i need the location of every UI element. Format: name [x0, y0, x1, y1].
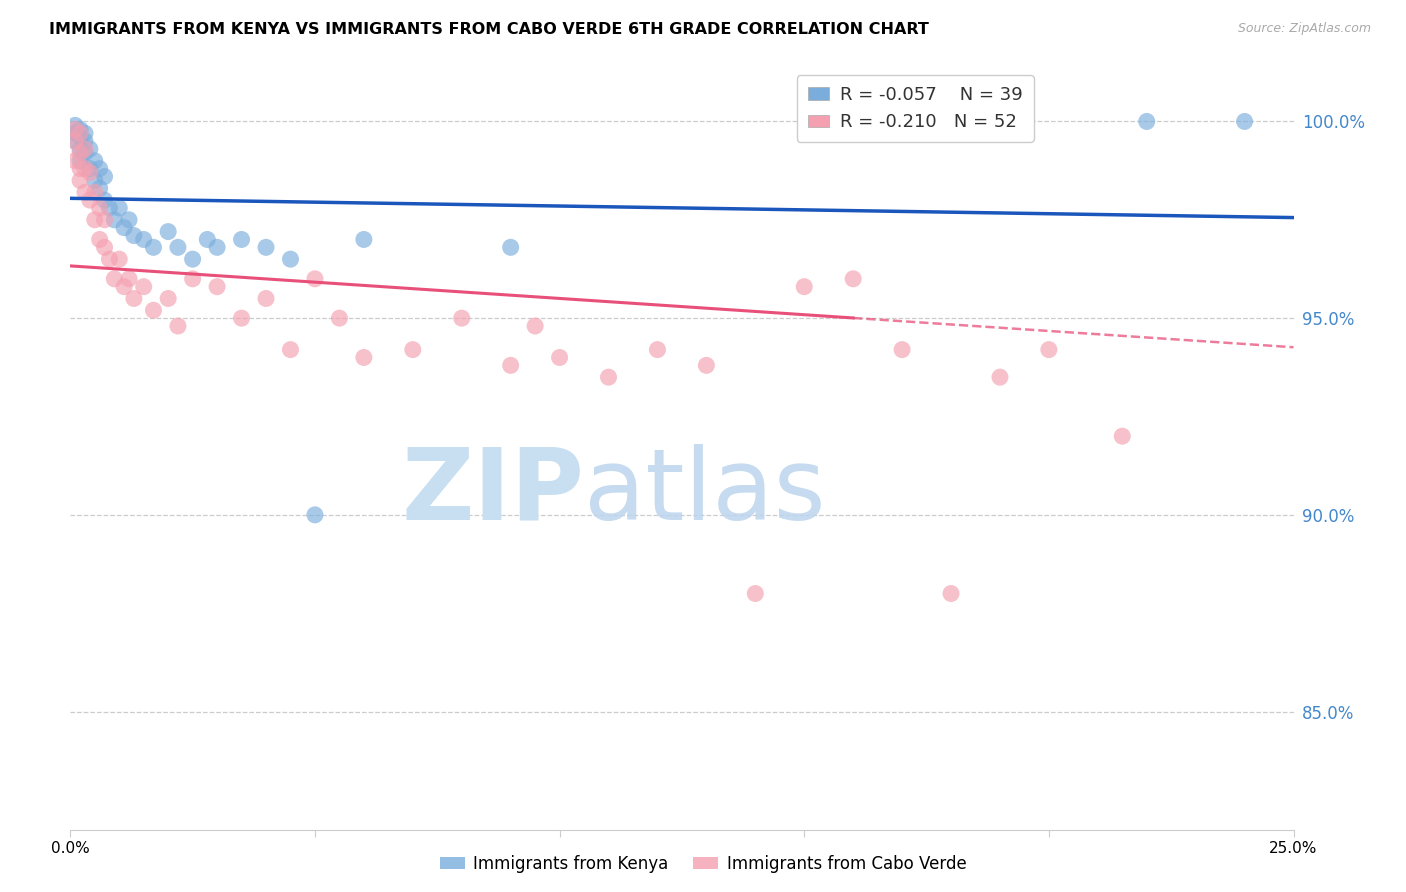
Text: ZIP: ZIP: [401, 443, 583, 541]
Point: [450, 311, 472, 326]
Point: [73, 134, 96, 148]
Point: [79, 142, 101, 156]
Point: [353, 351, 375, 365]
Point: [89, 232, 111, 246]
Point: [254, 292, 277, 306]
Point: [73, 161, 96, 176]
Point: [79, 193, 101, 207]
Point: [63, 153, 86, 168]
Point: [167, 318, 190, 333]
Legend: R = -0.057    N = 39, R = -0.210   N = 52: R = -0.057 N = 39, R = -0.210 N = 52: [797, 75, 1033, 142]
Point: [304, 508, 326, 522]
Point: [1233, 114, 1256, 128]
Point: [69, 142, 91, 156]
Point: [499, 359, 522, 373]
Point: [1111, 429, 1133, 443]
Point: [93, 240, 115, 254]
Point: [548, 351, 571, 365]
Point: [157, 292, 180, 306]
Point: [122, 292, 145, 306]
Point: [280, 343, 302, 357]
Point: [231, 232, 253, 246]
Point: [195, 232, 218, 246]
Point: [63, 134, 86, 148]
Point: [695, 359, 717, 373]
Point: [83, 212, 105, 227]
Point: [112, 279, 135, 293]
Point: [69, 153, 91, 168]
Point: [112, 220, 135, 235]
Point: [108, 201, 131, 215]
Point: [79, 165, 101, 179]
Point: [73, 126, 96, 140]
Point: [939, 586, 962, 600]
Point: [98, 252, 121, 267]
Point: [83, 153, 105, 168]
Point: [205, 279, 228, 293]
Point: [69, 145, 91, 160]
Point: [793, 279, 815, 293]
Point: [231, 311, 253, 326]
Point: [118, 272, 141, 286]
Point: [89, 161, 111, 176]
Point: [744, 586, 766, 600]
Point: [89, 201, 111, 215]
Point: [89, 181, 111, 195]
Point: [142, 303, 165, 318]
Point: [181, 252, 204, 267]
Point: [598, 370, 620, 384]
Point: [142, 240, 165, 254]
Point: [132, 232, 155, 246]
Point: [1136, 114, 1159, 128]
Point: [73, 186, 96, 200]
Point: [280, 252, 302, 267]
Point: [93, 212, 115, 227]
Point: [73, 145, 96, 160]
Point: [69, 126, 91, 140]
Point: [524, 318, 547, 333]
Point: [98, 201, 121, 215]
Text: atlas: atlas: [583, 443, 825, 541]
Point: [69, 161, 91, 176]
Point: [69, 122, 91, 136]
Point: [118, 212, 141, 227]
Point: [63, 122, 86, 136]
Point: [167, 240, 190, 254]
Point: [93, 193, 115, 207]
Point: [83, 186, 105, 200]
Text: Source: ZipAtlas.com: Source: ZipAtlas.com: [1237, 22, 1371, 36]
Point: [402, 343, 425, 357]
Point: [988, 370, 1011, 384]
Point: [304, 272, 326, 286]
Text: IMMIGRANTS FROM KENYA VS IMMIGRANTS FROM CABO VERDE 6TH GRADE CORRELATION CHART: IMMIGRANTS FROM KENYA VS IMMIGRANTS FROM…: [49, 22, 929, 37]
Point: [205, 240, 228, 254]
Point: [353, 232, 375, 246]
Point: [328, 311, 350, 326]
Point: [69, 130, 91, 145]
Point: [63, 134, 86, 148]
Point: [108, 252, 131, 267]
Point: [103, 212, 125, 227]
Point: [132, 279, 155, 293]
Point: [73, 142, 96, 156]
Legend: Immigrants from Kenya, Immigrants from Cabo Verde: Immigrants from Kenya, Immigrants from C…: [433, 848, 973, 880]
Point: [63, 119, 86, 133]
Point: [254, 240, 277, 254]
Point: [891, 343, 914, 357]
Point: [103, 272, 125, 286]
Point: [1038, 343, 1060, 357]
Point: [181, 272, 204, 286]
Point: [93, 169, 115, 184]
Point: [157, 225, 180, 239]
Point: [499, 240, 522, 254]
Point: [63, 126, 86, 140]
Point: [647, 343, 669, 357]
Point: [122, 228, 145, 243]
Point: [69, 173, 91, 187]
Point: [83, 173, 105, 187]
Point: [79, 161, 101, 176]
Point: [842, 272, 865, 286]
